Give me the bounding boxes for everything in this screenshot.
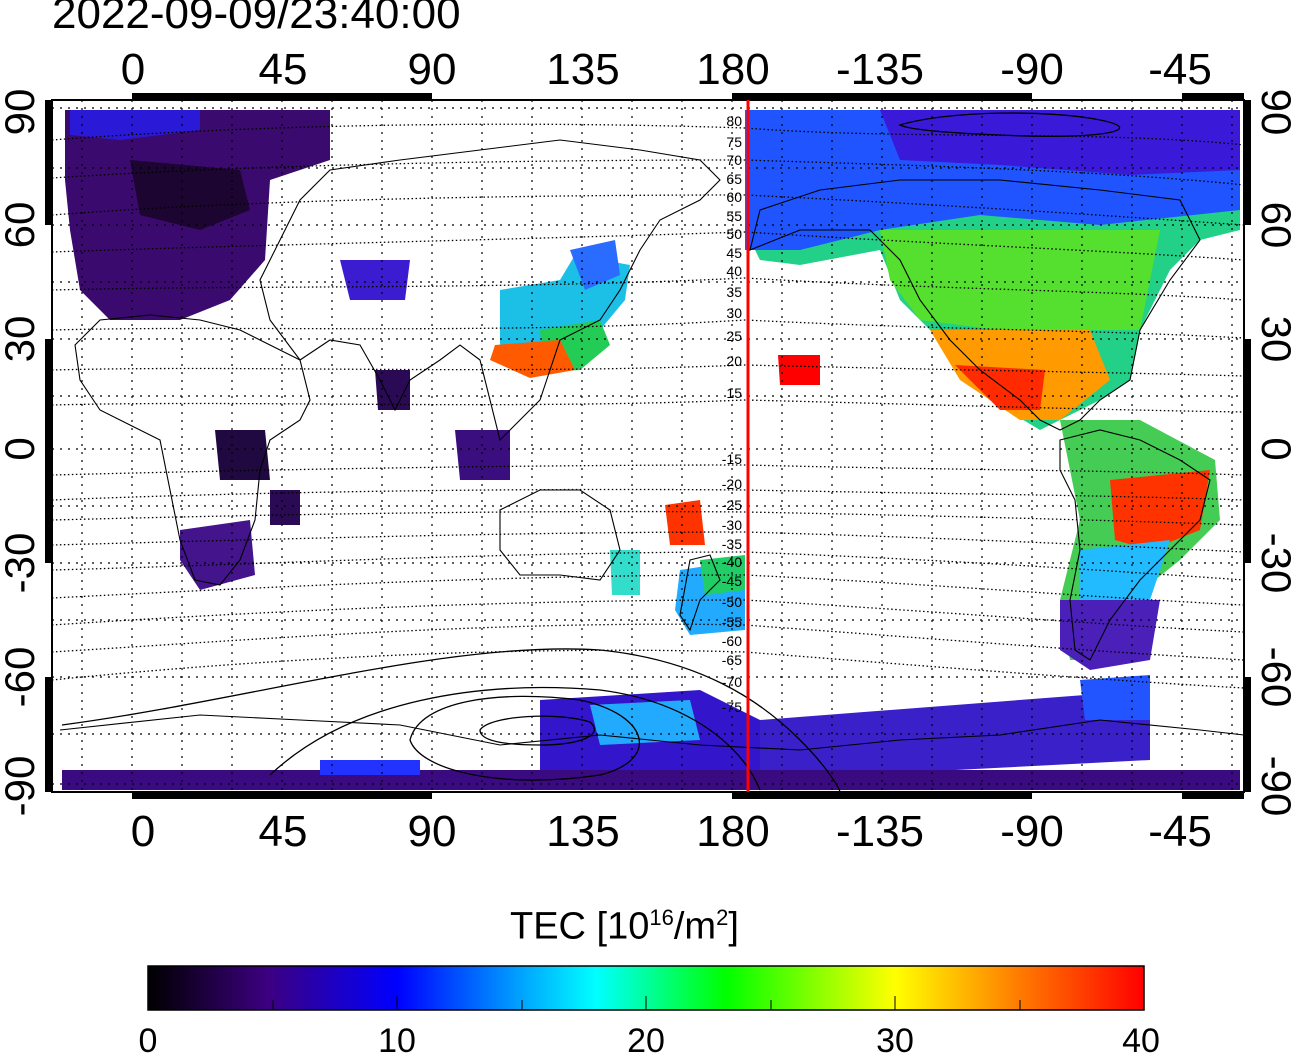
axis-bars	[45, 93, 1251, 799]
lat-tick-right-m90: -90	[1253, 756, 1294, 817]
timestamp-title: 2022-09-09/23:40:00	[52, 0, 461, 38]
contour-label: 55	[726, 208, 742, 224]
contour-label: 40	[726, 263, 742, 279]
colorbar-minor-ticks	[272, 996, 1021, 1010]
contour-label: 45	[726, 245, 742, 261]
lon-tick-bottom-135: 135	[546, 807, 619, 856]
lon-tick-bottom-0: 0	[131, 807, 155, 856]
lon-tick-top-0: 0	[121, 45, 145, 94]
lon-tick-bottom-m135: -135	[836, 807, 924, 856]
lat-tick-right-90: 90	[1253, 89, 1294, 136]
contour-label: 25	[726, 328, 742, 344]
colorbar-tick-labels: 0 10 20 30 40	[139, 1022, 1160, 1057]
lat-tick-left-60: 60	[0, 202, 43, 249]
colorbar-title-main: TEC [10	[510, 905, 650, 948]
lon-tick-bottom-45: 45	[259, 807, 308, 856]
lon-tick-bottom-m45: -45	[1148, 807, 1212, 856]
lat-tick-right-60: 60	[1253, 202, 1294, 249]
lon-tick-top-180: 180	[696, 45, 769, 94]
contour-label: 30	[726, 305, 742, 321]
contour-label: -35	[722, 536, 742, 552]
lon-tick-top-m90: -90	[1000, 45, 1064, 94]
colorbar-tick-20: 20	[627, 1022, 665, 1057]
lat-tick-right-m60: -60	[1253, 647, 1294, 708]
colorbar-title: TEC [1016/m2]	[510, 905, 739, 949]
colorbar-title-exp2: 2	[716, 905, 729, 930]
contour-label: 35	[726, 284, 742, 300]
contour-label: 60	[726, 189, 742, 205]
contour-label: -55	[722, 614, 742, 630]
contour-label: -30	[722, 517, 742, 533]
colorbar-tick-40: 40	[1122, 1022, 1160, 1057]
lat-tick-right-m30: -30	[1253, 533, 1294, 594]
contour-label: -25	[722, 497, 742, 513]
contour-label: -40	[722, 554, 742, 570]
lat-labels-left: 90 60 30 0 -30 -60 -90	[0, 89, 43, 817]
lon-tick-top-45: 45	[259, 45, 308, 94]
coastlines	[59, 139, 1244, 751]
lat-tick-left-0: 0	[0, 437, 43, 460]
contour-label: 50	[726, 226, 742, 242]
contour-label: 65	[726, 171, 742, 187]
lon-tick-bottom-m90: -90	[1000, 807, 1064, 856]
lat-tick-left-m60: -60	[0, 647, 43, 708]
contour-label: -20	[722, 476, 742, 492]
colorbar-tick-10: 10	[378, 1022, 416, 1057]
lon-labels-top: 0 45 90 135 180 -135 -90 -45	[121, 45, 1212, 94]
lon-tick-bottom-180: 180	[696, 807, 769, 856]
colorbar-title-mid: /m	[673, 905, 717, 948]
lat-tick-left-90: 90	[0, 89, 43, 136]
contour-label: 20	[726, 353, 742, 369]
lat-tick-left-m30: -30	[0, 533, 43, 594]
lon-tick-top-m45: -45	[1148, 45, 1212, 94]
contour-label: -70	[722, 674, 742, 690]
lon-tick-bottom-90: 90	[408, 807, 457, 856]
contour-label: -15	[722, 451, 742, 467]
lat-tick-right-0: 0	[1253, 437, 1294, 460]
contour-label: 70	[726, 152, 742, 168]
lat-labels-right: 90 60 30 0 -30 -60 -90	[1253, 89, 1294, 817]
contour-label: -50	[722, 594, 742, 610]
contour-label: -65	[722, 652, 742, 668]
colorbar-title-end: ]	[728, 905, 739, 948]
contour-label: 75	[726, 134, 742, 150]
lon-labels-bottom: 0 45 90 135 180 -135 -90 -45	[131, 807, 1212, 856]
grid-lines	[52, 100, 1244, 792]
contour-label: 15	[726, 385, 742, 401]
lat-tick-right-30: 30	[1253, 316, 1294, 363]
contour-label: 80	[726, 113, 742, 129]
contour-label: -60	[722, 633, 742, 649]
lon-tick-top-90: 90	[408, 45, 457, 94]
contour-labels: 80 75 70 65 60 55 50 45 40 35 30 25 20 15 -15 -20 -25 -30…	[722, 113, 742, 715]
contour-label: -75	[722, 699, 742, 715]
colorbar-tick-0: 0	[139, 1022, 158, 1057]
lat-tick-left-m90: -90	[0, 756, 43, 817]
colorbar-title-exp1: 16	[649, 905, 674, 930]
colorbar-tick-30: 30	[876, 1022, 914, 1057]
lat-tick-left-30: 30	[0, 316, 43, 363]
lon-tick-top-135: 135	[546, 45, 619, 94]
magnetic-contours	[52, 123, 1244, 689]
contour-label: -45	[722, 573, 742, 589]
lon-tick-top-m135: -135	[836, 45, 924, 94]
